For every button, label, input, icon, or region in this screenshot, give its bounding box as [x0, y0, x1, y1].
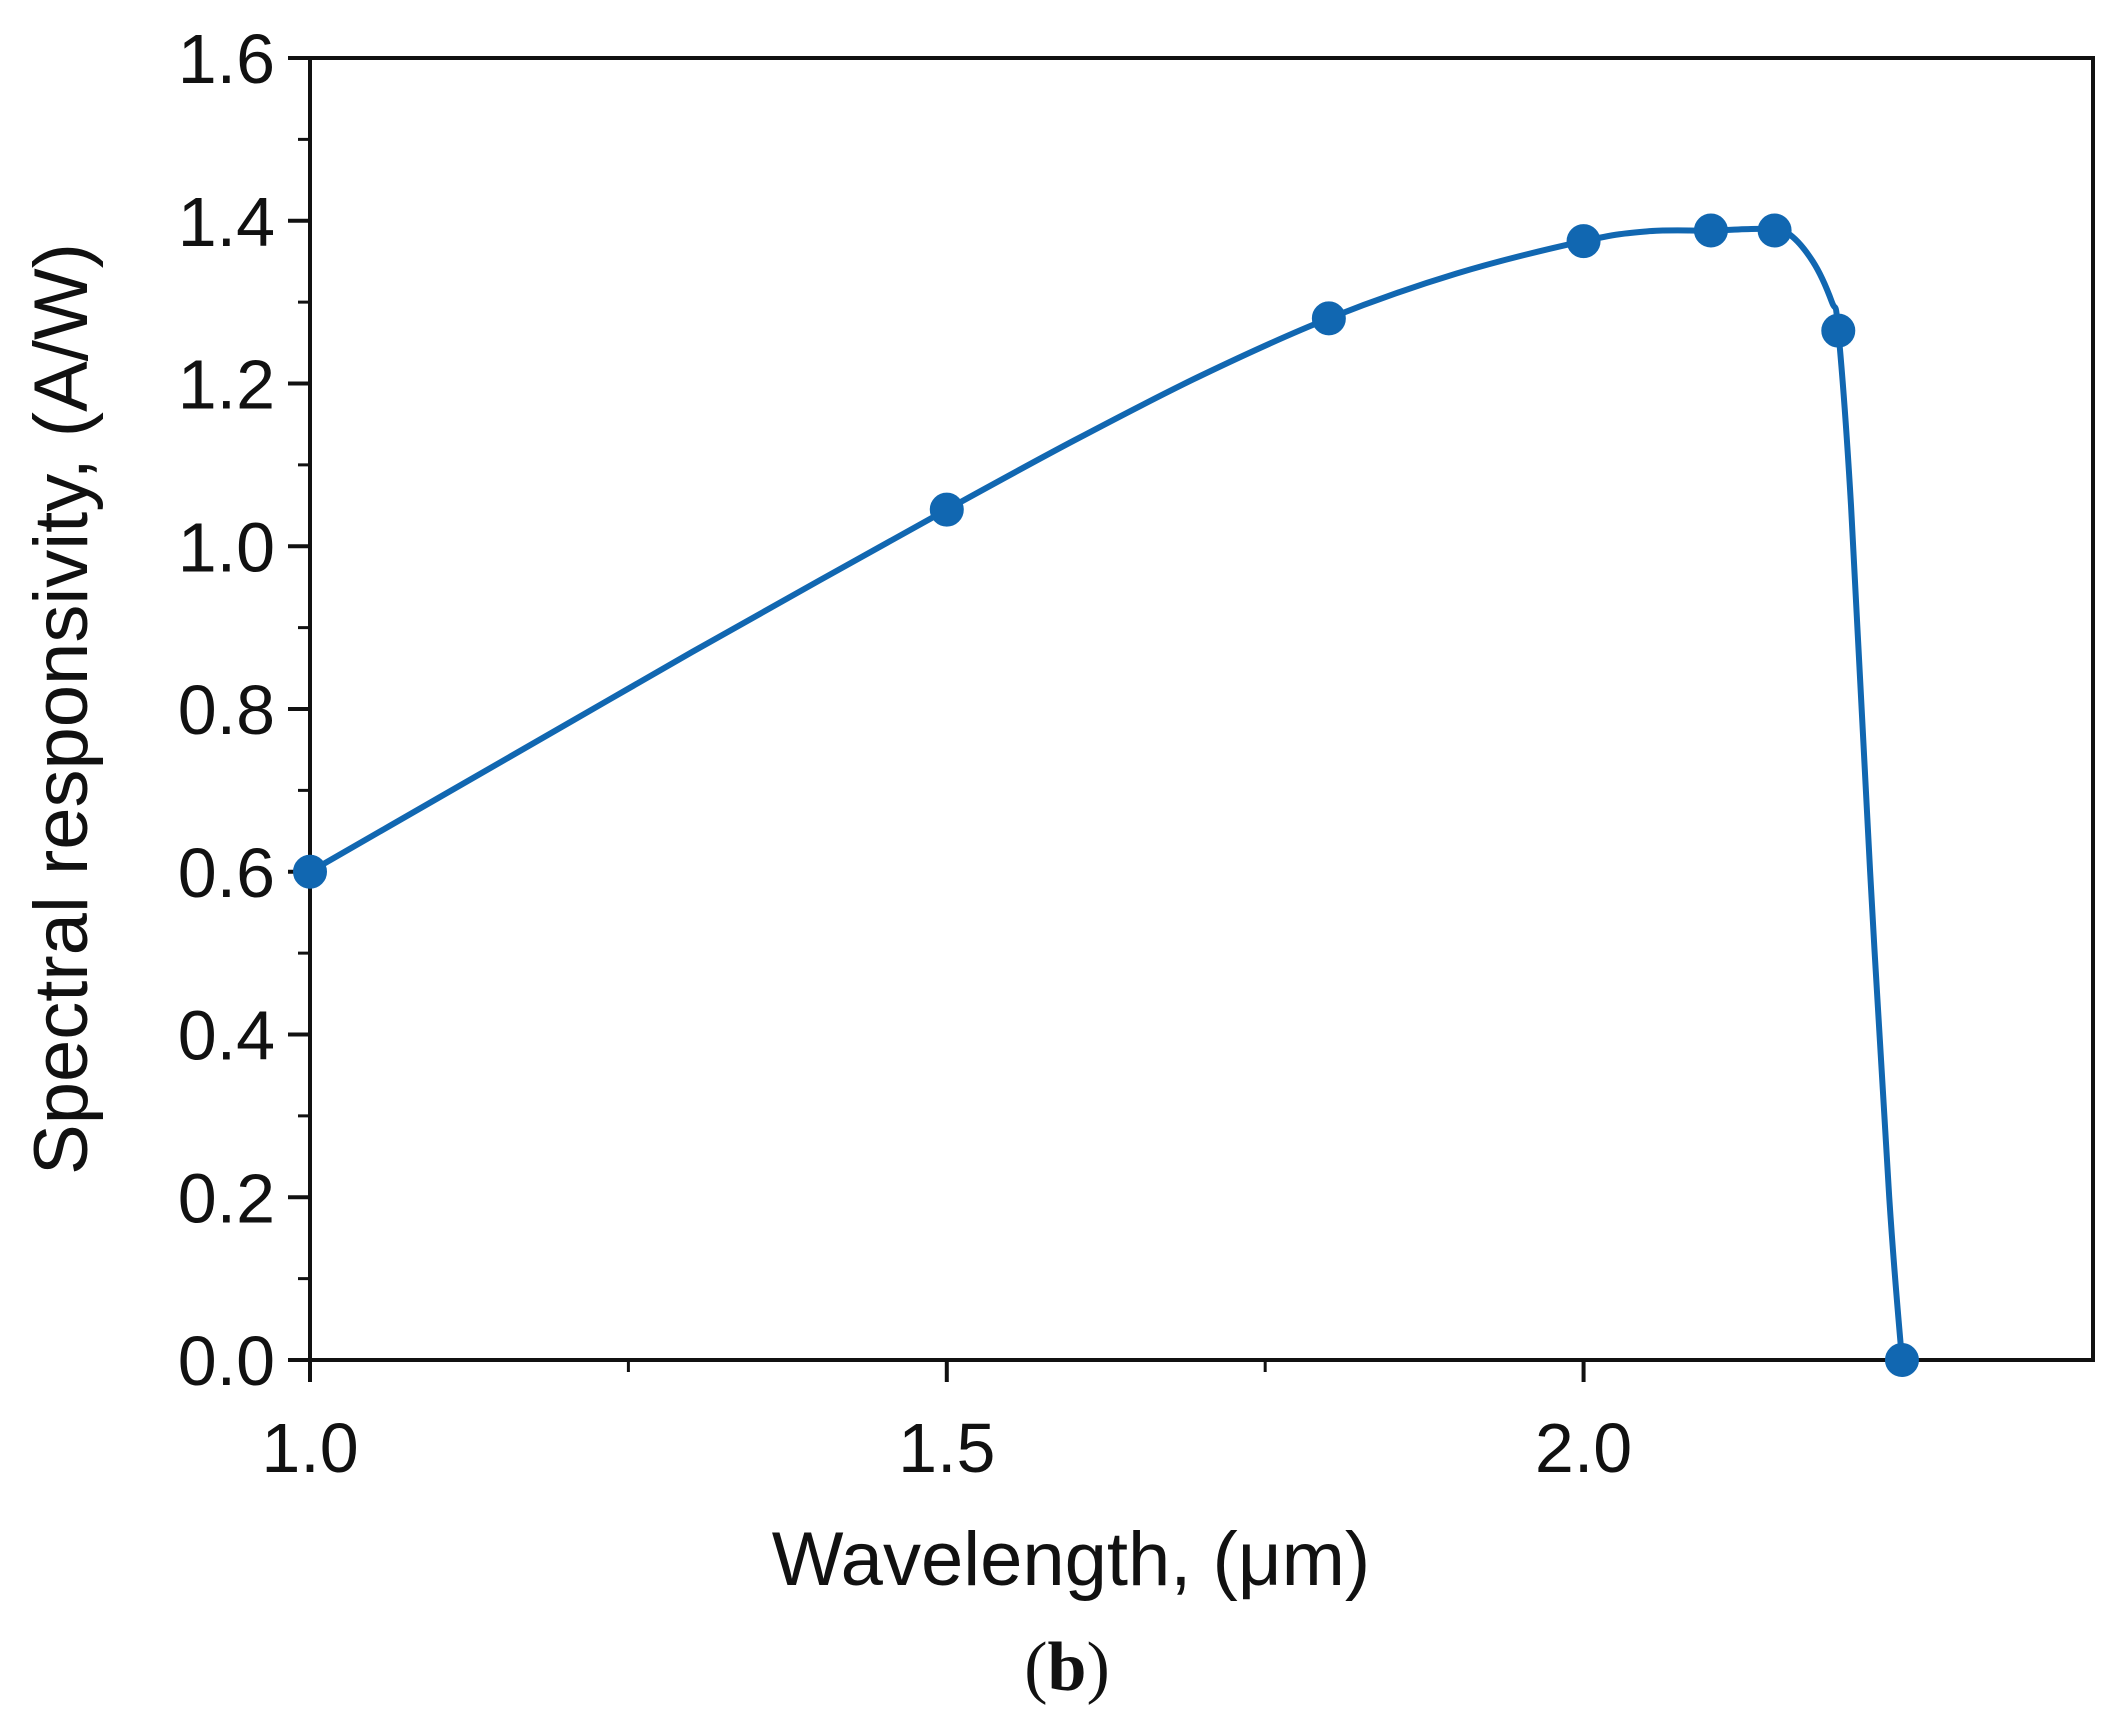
data-point — [1757, 213, 1792, 248]
data-point — [293, 854, 327, 889]
plot-frame — [308, 56, 2095, 1362]
y-tick-label: 0.6 — [178, 834, 275, 912]
y-axis-title: Spectral responsivity, (A/W) — [19, 243, 104, 1175]
y-axis-tick-labels: 0.0 0.2 0.4 0.6 0.8 1.0 1.2 1.4 1.6 — [178, 20, 275, 1400]
y-tick-label: 1.4 — [178, 183, 275, 261]
data-point — [1821, 313, 1856, 348]
data-point — [1693, 213, 1728, 248]
data-point — [1884, 1343, 1919, 1377]
data-point — [929, 492, 964, 527]
series-line — [307, 225, 1905, 1363]
panel-label-letter: b — [1048, 1629, 1087, 1706]
y-tick-label: 0.8 — [178, 671, 275, 749]
panel-label-close: ) — [1086, 1629, 1109, 1706]
x-axis-tick-labels: 1.0 1.5 2.0 — [261, 1409, 1632, 1487]
y-tick-label: 1.2 — [178, 346, 275, 424]
y-tick-label: 0.4 — [178, 997, 275, 1075]
panel-label-open: ( — [1024, 1629, 1047, 1706]
x-tick-label: 1.0 — [261, 1409, 358, 1487]
x-tick-label: 2.0 — [1535, 1409, 1632, 1487]
data-point — [1566, 224, 1601, 259]
x-tick-label: 1.5 — [898, 1409, 995, 1487]
data-point — [1311, 301, 1346, 336]
panel-label: (b) — [1024, 1629, 1110, 1706]
y-tick-label: 0.0 — [178, 1322, 275, 1400]
y-tick-label: 1.0 — [178, 508, 275, 586]
x-axis-title: Wavelength, (μm) — [772, 1517, 1370, 1602]
series-points — [293, 213, 1919, 1377]
y-axis-ticks — [288, 56, 310, 1362]
y-tick-label: 0.2 — [178, 1159, 275, 1237]
x-axis-ticks — [308, 1360, 1904, 1382]
y-tick-label: 1.6 — [178, 20, 275, 98]
